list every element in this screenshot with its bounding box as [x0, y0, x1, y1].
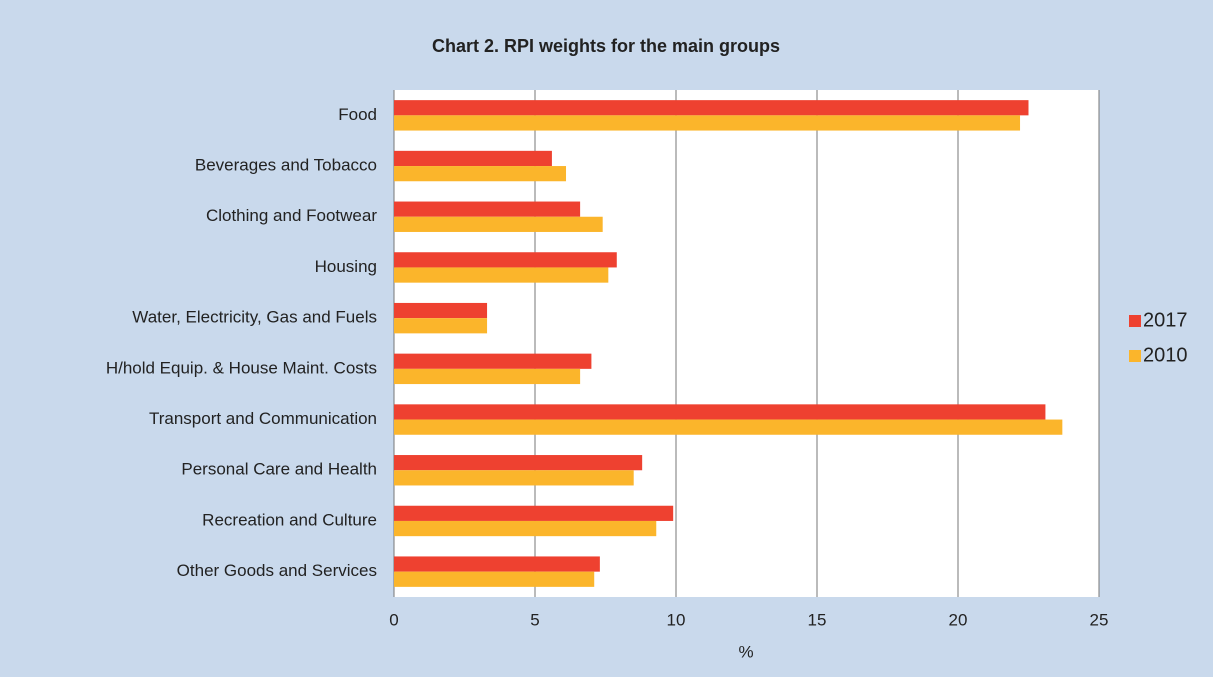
bar: [394, 166, 567, 182]
y-tick-label: Other Goods and Services: [177, 561, 377, 580]
bar: [394, 520, 657, 537]
bar: [394, 470, 634, 486]
x-tick-label: 5: [530, 610, 539, 629]
chart-title: Chart 2. RPI weights for the main groups: [432, 36, 780, 56]
bar: [394, 150, 552, 167]
bar: [394, 252, 617, 268]
bar: [394, 556, 600, 572]
y-tick-label: Water, Electricity, Gas and Fuels: [132, 308, 377, 327]
legend-swatch: [1129, 350, 1141, 362]
y-tick-label: Recreation and Culture: [202, 510, 377, 529]
bar: [394, 115, 1021, 131]
bar: [394, 455, 643, 471]
y-tick-label: H/hold Equip. & House Maint. Costs: [106, 358, 377, 377]
x-tick-label: 10: [667, 610, 686, 629]
bar: [394, 571, 595, 587]
x-tick-label: 0: [389, 610, 398, 629]
bar: [394, 267, 609, 283]
x-axis-label: %: [738, 642, 753, 661]
bar: [394, 368, 581, 385]
y-tick-label: Beverages and Tobacco: [195, 156, 377, 175]
bar: [394, 404, 1046, 420]
y-tick-label: Housing: [315, 257, 377, 276]
y-tick-label: Personal Care and Health: [181, 460, 377, 479]
x-tick-label: 15: [808, 610, 827, 629]
bar: [394, 318, 488, 334]
y-tick-label: Clothing and Footwear: [206, 206, 377, 225]
bar: [394, 216, 603, 232]
bar: [394, 302, 488, 319]
x-tick-label: 25: [1090, 610, 1109, 629]
bar: [394, 505, 674, 521]
x-tick-label: 20: [949, 610, 968, 629]
bar: [394, 100, 1029, 116]
y-tick-label: Transport and Communication: [149, 409, 377, 428]
legend-label: 2010: [1143, 344, 1188, 366]
y-tick-label: Food: [338, 105, 377, 124]
bar: [394, 353, 592, 369]
legend-label: 2017: [1143, 309, 1188, 331]
legend-swatch: [1129, 315, 1141, 327]
bar: [394, 201, 581, 217]
bar: [394, 419, 1063, 435]
